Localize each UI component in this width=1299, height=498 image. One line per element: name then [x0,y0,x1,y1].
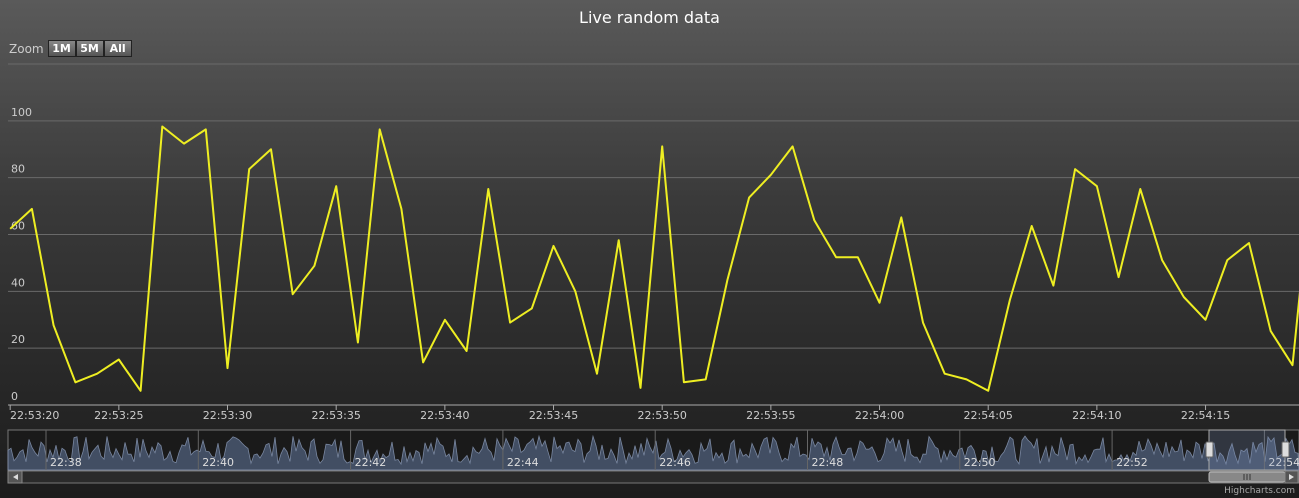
navigator-tick-label: 22:46 [659,456,691,469]
scrollbar-track[interactable] [8,471,1299,483]
x-tick-label: 22:53:35 [311,409,360,422]
navigator-left-handle[interactable] [1206,442,1213,457]
x-tick-label: 22:53:40 [420,409,469,422]
grid-lines [8,64,1299,348]
y-tick-label: 80 [11,163,25,176]
navigator-tick-label: 22:38 [50,456,82,469]
x-tick-label: 22:53:50 [637,409,686,422]
x-tick-label: 22:53:30 [203,409,252,422]
x-tick-label: 22:53:55 [746,409,795,422]
credits-link[interactable]: Highcharts.com [1224,486,1295,496]
series-line [10,127,1299,391]
navigator-tick-label: 22:48 [812,456,844,469]
x-tick-label: 22:53:25 [94,409,143,422]
x-tick-label: 22:54:05 [964,409,1013,422]
y-tick-label: 40 [11,276,25,289]
navigator-right-handle[interactable] [1282,442,1289,457]
y-tick-label: 20 [11,333,25,346]
navigator-tick-label: 22:52 [1116,456,1148,469]
x-axis: 22:53:20 22:53:25 22:53:30 22:53:35 22:53:40… [8,405,1299,422]
x-tick-label: 22:54:10 [1072,409,1121,422]
navigator-tick-label: 22:42 [355,456,387,469]
series-layer [10,127,1299,391]
navigator-tick-label: 22:40 [202,456,234,469]
x-tick-label: 22:53:45 [529,409,578,422]
x-tick-label: 22:54:00 [855,409,904,422]
navigator-tick-label: 22:50 [964,456,996,469]
x-tick-label: 22:54:15 [1181,409,1230,422]
y-tick-label: 100 [11,106,32,119]
y-tick-label: 0 [11,390,18,403]
navigator-tick-label: 22:44 [507,456,539,469]
navigator-selection[interactable] [1209,430,1285,470]
navigator[interactable]: 22:38 22:40 22:42 22:44 22:46 22:48 22:50 22:52… [8,430,1299,470]
scrollbar[interactable] [8,471,1299,483]
x-tick-label: 22:53:20 [10,409,59,422]
